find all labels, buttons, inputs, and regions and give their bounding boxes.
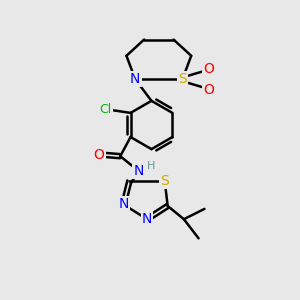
Text: N: N (118, 197, 129, 212)
Text: O: O (94, 148, 104, 162)
Text: N: N (142, 212, 152, 226)
Text: S: S (160, 174, 169, 188)
Text: S: S (178, 72, 187, 86)
Text: N: N (133, 164, 144, 178)
Text: H: H (147, 161, 155, 172)
Text: N: N (130, 72, 140, 86)
Text: O: O (203, 82, 214, 97)
Text: O: O (203, 62, 214, 76)
Text: Cl: Cl (99, 103, 112, 116)
